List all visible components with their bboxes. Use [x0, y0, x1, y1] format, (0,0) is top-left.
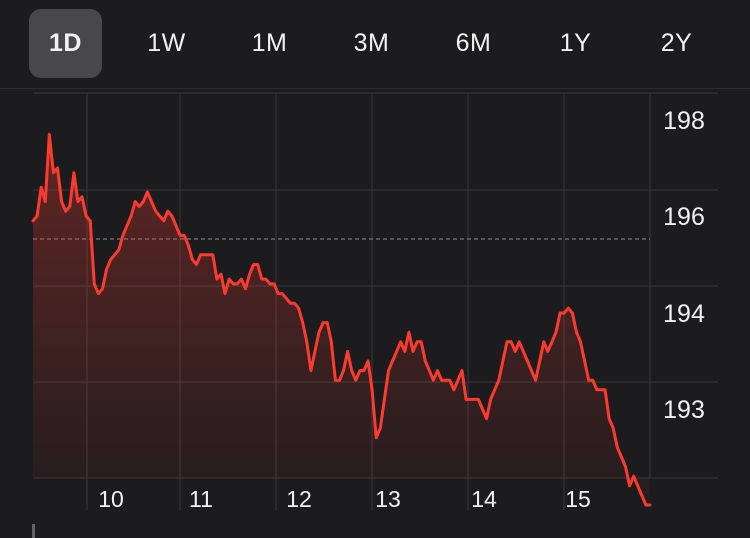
- x-axis-labels: 10 11 12 13 14 15: [98, 486, 591, 512]
- tab-2y[interactable]: 2Y: [660, 29, 693, 57]
- tab-1y[interactable]: 1Y: [559, 29, 592, 57]
- time-range-tabs: 1D 1W 1M 3M 6M 1Y 2Y: [0, 0, 750, 88]
- tabs-divider: [0, 88, 750, 89]
- y-tick-label: 198: [663, 107, 705, 135]
- price-area: [33, 134, 650, 505]
- x-tick-label: 14: [471, 486, 497, 512]
- x-tick-label: 12: [286, 486, 312, 512]
- scrubber-handle[interactable]: [32, 524, 35, 538]
- y-tick-label: 196: [663, 203, 705, 231]
- tab-1m[interactable]: 1M: [251, 29, 288, 57]
- y-tick-label: 194: [663, 300, 705, 328]
- tab-1w[interactable]: 1W: [147, 29, 186, 57]
- x-tick-label: 10: [98, 486, 124, 512]
- x-tick-label: 11: [189, 486, 213, 512]
- y-axis-labels: 198 196 194 193: [663, 107, 705, 424]
- tab-6m[interactable]: 6M: [455, 29, 492, 57]
- price-line: [31, 132, 652, 507]
- x-tick-label: 13: [375, 486, 401, 512]
- tab-1d[interactable]: 1D: [29, 9, 102, 78]
- tab-3m[interactable]: 3M: [353, 29, 390, 57]
- x-tick-label: 15: [565, 486, 591, 512]
- y-tick-label: 193: [663, 396, 705, 424]
